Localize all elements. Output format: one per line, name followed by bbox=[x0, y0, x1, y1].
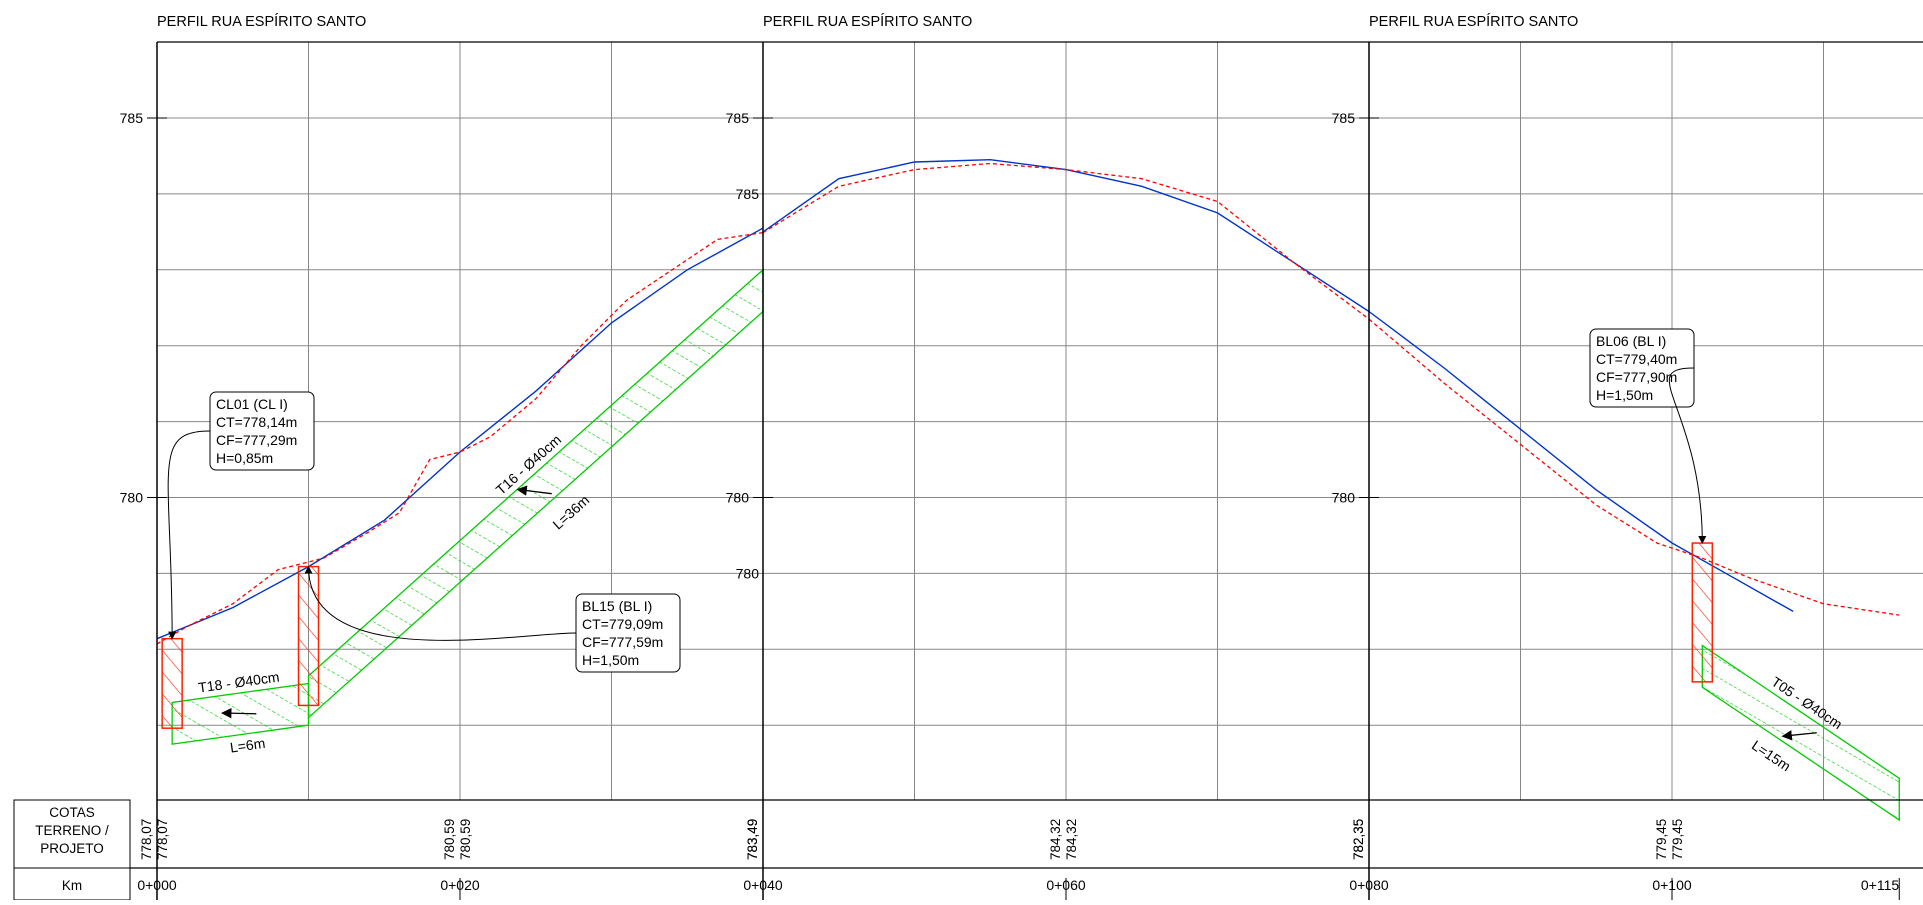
table-row1-label: TERRENO / bbox=[35, 823, 109, 838]
terrain-elevation-label: 778,07 bbox=[139, 819, 154, 860]
terrain-elevation-label: 782,35 bbox=[1351, 819, 1366, 860]
terrain-elevation-label: 783,49 bbox=[745, 819, 760, 860]
axis-label: 780 bbox=[120, 490, 144, 506]
callout-text: CT=778,14m bbox=[216, 414, 297, 430]
callout-text: H=1,50m bbox=[582, 652, 639, 668]
axis-label: 785 bbox=[736, 186, 760, 202]
panel-title: PERFIL RUA ESPÍRITO SANTO bbox=[763, 13, 972, 30]
km-label: 0+000 bbox=[137, 877, 177, 893]
terrain-elevation-label: 780,59 bbox=[458, 819, 473, 860]
ground-profile-line bbox=[1368, 318, 1900, 616]
data-table: COTAS TERRENO / PROJETO Km bbox=[13, 799, 131, 901]
design-profile-line bbox=[156, 227, 764, 640]
callout-text: CF=777,29m bbox=[216, 432, 297, 448]
terrain-elevation-label: 784,32 bbox=[1064, 819, 1079, 860]
panel-title: PERFIL RUA ESPÍRITO SANTO bbox=[157, 13, 366, 30]
grid-layer bbox=[157, 42, 1923, 800]
manhole-structure bbox=[161, 637, 183, 729]
callout-text: H=0,85m bbox=[216, 450, 273, 466]
ground-profile-line bbox=[762, 162, 1370, 320]
terrain-elevation-label: 784,32 bbox=[1048, 819, 1063, 860]
axis-label: 780 bbox=[1332, 490, 1356, 506]
panel-title: PERFIL RUA ESPÍRITO SANTO bbox=[1369, 13, 1578, 30]
table-row1-label: COTAS bbox=[49, 805, 95, 820]
terrain-elevation-label: 783,49 bbox=[745, 819, 760, 860]
km-label: 0+115 bbox=[1861, 877, 1899, 893]
terrain-elevation-label: 779,45 bbox=[1670, 819, 1685, 860]
km-label: 0+040 bbox=[743, 877, 783, 893]
callout-text: CF=777,59m bbox=[582, 634, 663, 650]
profile-layer bbox=[156, 158, 1900, 645]
table-row1-label: PROJETO bbox=[40, 841, 104, 856]
pipe-section bbox=[307, 268, 764, 720]
axis-label: 785 bbox=[120, 110, 144, 126]
manhole-structure bbox=[297, 565, 320, 707]
km-label: 0+060 bbox=[1046, 877, 1086, 893]
flow-arrow bbox=[1781, 730, 1817, 741]
callout-text: H=1,50m bbox=[1596, 387, 1653, 403]
flow-arrow bbox=[516, 485, 552, 496]
callout-text: CL01 (CL I) bbox=[216, 396, 288, 412]
axis-label: 780 bbox=[736, 565, 760, 581]
callout-text: CT=779,09m bbox=[582, 616, 663, 632]
km-label: 0+080 bbox=[1349, 877, 1389, 893]
manhole-structure bbox=[1691, 542, 1714, 683]
callout-text: CT=779,40m bbox=[1596, 351, 1677, 367]
frame-layer bbox=[130, 41, 1923, 900]
terrain-elevation-label: 778,07 bbox=[155, 819, 170, 860]
callout-text: CF=777,90m bbox=[1596, 369, 1677, 385]
terrain-elevation-label: 779,45 bbox=[1654, 819, 1669, 860]
table-row2-label: Km bbox=[62, 878, 82, 893]
km-label: 0+020 bbox=[440, 877, 480, 893]
km-label: 0+100 bbox=[1652, 877, 1692, 893]
design-profile-line bbox=[1368, 310, 1794, 613]
callout-text: BL15 (BL I) bbox=[582, 598, 652, 614]
flow-arrow bbox=[221, 708, 257, 719]
axis-label: 780 bbox=[726, 490, 750, 506]
axis-label: 785 bbox=[726, 110, 750, 126]
axis-label: 785 bbox=[1332, 110, 1356, 126]
callout-leader bbox=[304, 565, 577, 641]
pipe-length-label: L=6m bbox=[229, 735, 266, 756]
callout-leader bbox=[167, 430, 211, 640]
ground-profile-line bbox=[156, 231, 764, 645]
terrain-elevation-label: 782,35 bbox=[1351, 819, 1366, 860]
terrain-elevation-label: 780,59 bbox=[442, 819, 457, 860]
callout-text: BL06 (BL I) bbox=[1596, 333, 1666, 349]
pipe-section bbox=[1701, 644, 1900, 822]
callout-leader bbox=[1668, 367, 1707, 545]
